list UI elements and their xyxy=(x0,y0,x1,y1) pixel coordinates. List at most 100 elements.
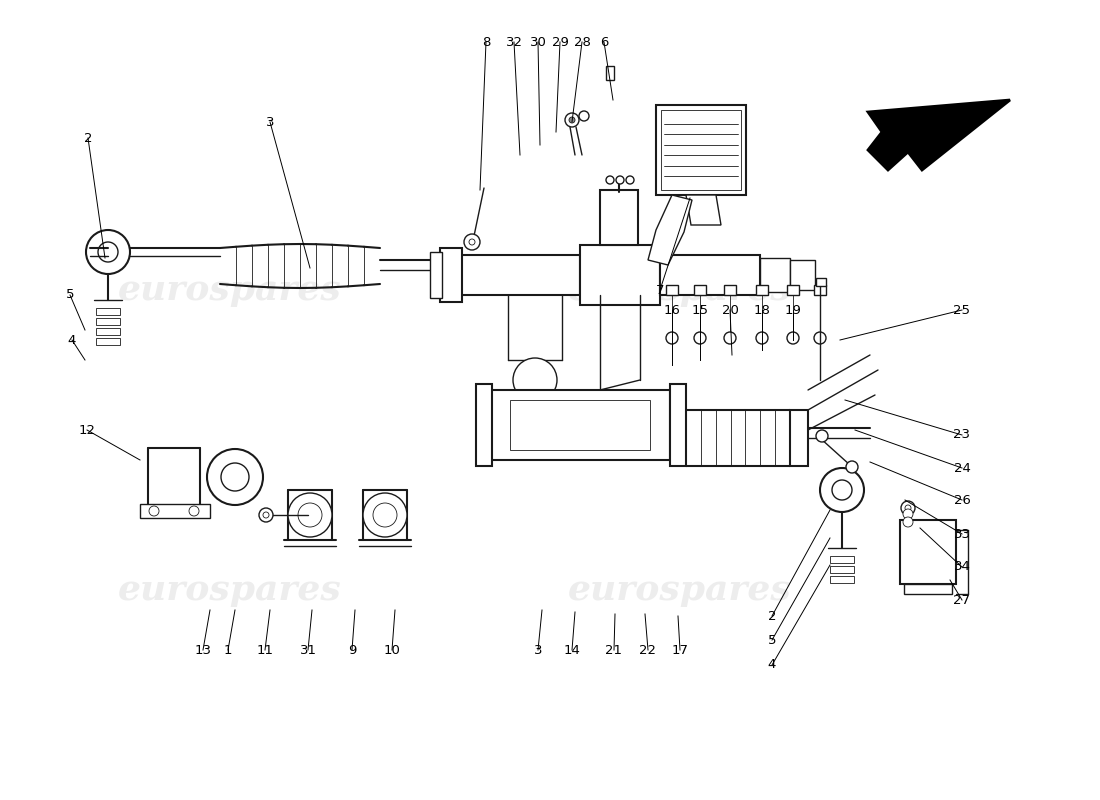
Text: 9: 9 xyxy=(348,643,356,657)
Bar xyxy=(900,520,956,584)
Text: 3: 3 xyxy=(266,115,274,129)
Text: 20: 20 xyxy=(722,303,738,317)
Bar xyxy=(606,66,614,80)
Circle shape xyxy=(579,111,588,121)
Text: 11: 11 xyxy=(256,643,274,657)
Text: 33: 33 xyxy=(954,527,970,541)
Text: 22: 22 xyxy=(639,643,657,657)
Bar xyxy=(830,566,854,573)
Text: 6: 6 xyxy=(600,35,608,49)
Bar xyxy=(756,285,768,295)
Bar xyxy=(814,285,826,295)
Text: 32: 32 xyxy=(506,35,522,49)
Text: 23: 23 xyxy=(954,429,970,442)
Bar xyxy=(96,308,120,315)
Circle shape xyxy=(98,242,118,262)
Text: 19: 19 xyxy=(784,303,802,317)
Bar xyxy=(666,285,678,295)
Text: 3: 3 xyxy=(534,643,542,657)
Text: eurospares: eurospares xyxy=(118,573,342,607)
Text: 1: 1 xyxy=(223,643,232,657)
Text: 16: 16 xyxy=(663,303,681,317)
Text: 5: 5 xyxy=(66,289,75,302)
Text: 15: 15 xyxy=(692,303,708,317)
Text: 14: 14 xyxy=(563,643,581,657)
Circle shape xyxy=(569,117,575,123)
Bar xyxy=(656,105,746,195)
Circle shape xyxy=(86,230,130,274)
Text: eurospares: eurospares xyxy=(568,573,792,607)
Bar xyxy=(790,260,815,290)
Text: 2: 2 xyxy=(84,131,92,145)
Polygon shape xyxy=(868,100,1010,170)
Circle shape xyxy=(666,332,678,344)
Bar xyxy=(661,110,741,190)
Circle shape xyxy=(832,480,852,500)
Bar xyxy=(724,285,736,295)
Bar xyxy=(760,258,790,292)
Bar xyxy=(904,584,952,594)
Circle shape xyxy=(288,493,332,537)
Text: 7: 7 xyxy=(656,283,664,297)
Bar xyxy=(830,576,854,583)
Bar xyxy=(96,318,120,325)
Bar xyxy=(430,252,442,298)
Circle shape xyxy=(464,234,480,250)
Circle shape xyxy=(263,512,270,518)
Bar xyxy=(790,410,808,466)
Bar xyxy=(96,338,120,345)
Circle shape xyxy=(820,468,864,512)
Circle shape xyxy=(903,509,913,519)
Text: 18: 18 xyxy=(754,303,770,317)
Circle shape xyxy=(756,332,768,344)
Text: eurospares: eurospares xyxy=(568,273,792,307)
Circle shape xyxy=(724,332,736,344)
Text: 28: 28 xyxy=(573,35,591,49)
Text: 8: 8 xyxy=(482,35,491,49)
Circle shape xyxy=(816,430,828,442)
Circle shape xyxy=(846,461,858,473)
Text: 25: 25 xyxy=(954,303,970,317)
Bar xyxy=(816,278,826,286)
Bar xyxy=(830,556,854,563)
Circle shape xyxy=(903,517,913,527)
Circle shape xyxy=(565,113,579,127)
Text: 13: 13 xyxy=(195,643,211,657)
Circle shape xyxy=(148,506,159,516)
Text: eurospares: eurospares xyxy=(118,273,342,307)
Bar xyxy=(600,190,638,245)
Circle shape xyxy=(298,503,322,527)
Circle shape xyxy=(901,501,915,515)
Bar xyxy=(786,285,799,295)
Circle shape xyxy=(616,176,624,184)
Bar xyxy=(580,245,660,305)
Circle shape xyxy=(363,493,407,537)
Bar xyxy=(670,384,686,466)
Text: 21: 21 xyxy=(605,643,623,657)
Text: 4: 4 xyxy=(768,658,777,671)
Circle shape xyxy=(814,332,826,344)
Circle shape xyxy=(606,176,614,184)
Bar xyxy=(476,384,492,466)
Circle shape xyxy=(469,239,475,245)
Text: 27: 27 xyxy=(954,594,970,606)
Bar xyxy=(140,504,210,518)
Text: 34: 34 xyxy=(954,561,970,574)
Text: 5: 5 xyxy=(768,634,777,646)
Circle shape xyxy=(513,358,557,402)
Polygon shape xyxy=(686,195,720,225)
Bar xyxy=(440,248,462,302)
Polygon shape xyxy=(648,195,692,265)
Bar xyxy=(490,390,670,460)
Bar xyxy=(660,255,760,295)
Text: 29: 29 xyxy=(551,35,569,49)
Circle shape xyxy=(189,506,199,516)
Circle shape xyxy=(626,176,634,184)
Bar xyxy=(510,400,650,450)
Text: 26: 26 xyxy=(954,494,970,506)
Circle shape xyxy=(258,508,273,522)
Circle shape xyxy=(373,503,397,527)
Text: 31: 31 xyxy=(299,643,317,657)
Text: 30: 30 xyxy=(529,35,547,49)
Text: 4: 4 xyxy=(68,334,76,346)
